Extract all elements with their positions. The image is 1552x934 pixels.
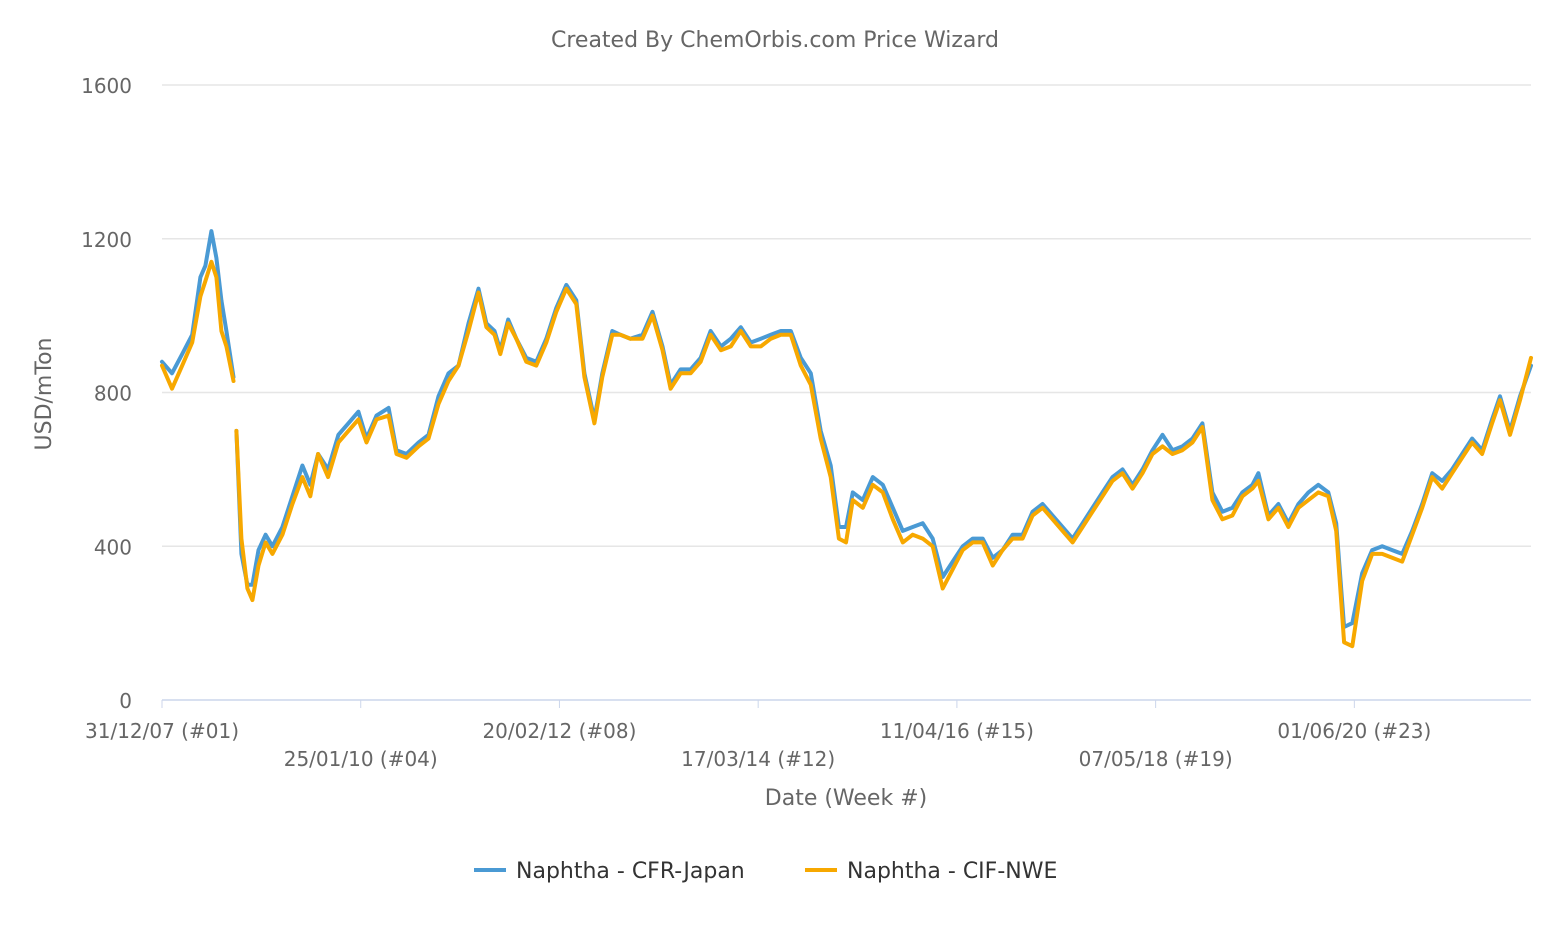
series-line-1: [160, 259, 1533, 649]
x-tick-label: 25/01/10 (#04): [284, 747, 438, 771]
legend-item-cfr-japan[interactable]: Naphtha - CFR-Japan: [474, 859, 745, 884]
legend: Naphtha - CFR-Japan Naphtha - CIF-NWE: [474, 859, 1057, 884]
series-line-0: [160, 229, 1533, 629]
x-tick-label: 20/02/12 (#08): [482, 719, 636, 743]
x-tick-label: 11/04/16 (#15): [880, 719, 1034, 743]
chart-title: Created By ChemOrbis.com Price Wizard: [551, 28, 999, 53]
y-axis-title: USD/mTon: [32, 338, 57, 451]
y-tick-label: 400: [94, 535, 132, 559]
y-tick-label: 1200: [81, 228, 132, 252]
x-tick-label: 01/06/20 (#23): [1277, 719, 1431, 743]
legend-item-cif-nwe[interactable]: Naphtha - CIF-NWE: [805, 859, 1057, 884]
x-tick-label: 07/05/18 (#19): [1079, 747, 1233, 771]
x-tick-label: 31/12/07 (#01): [85, 719, 239, 743]
x-axis-ticks: 31/12/07 (#01) 25/01/10 (#04) 20/02/12 (#0…: [85, 700, 1431, 771]
gridlines: [162, 84, 1531, 701]
y-tick-label: 0: [119, 689, 132, 713]
x-tick-label: 17/03/14 (#12): [681, 747, 835, 771]
x-axis-title: Date (Week #): [765, 786, 927, 811]
y-axis-ticks: 0 400 800 1200 1600: [81, 74, 132, 713]
legend-label: Naphtha - CIF-NWE: [847, 859, 1057, 884]
y-tick-label: 800: [94, 382, 132, 406]
y-tick-label: 1600: [81, 74, 132, 98]
legend-label: Naphtha - CFR-Japan: [516, 859, 745, 884]
series-lines: [160, 229, 1533, 649]
